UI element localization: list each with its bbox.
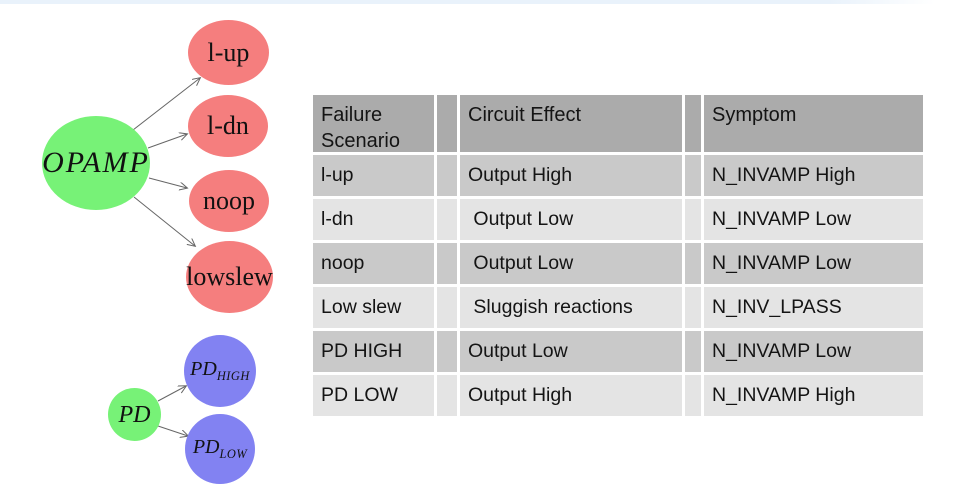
row-separator [685,155,701,196]
cell-scenario-pd-high: PD HIGH [313,331,434,372]
row-separator [685,375,701,416]
row-separator [437,331,457,372]
cell-effect-pd-high: Output Low [460,331,682,372]
pd-node: PD [108,388,161,441]
pd-low-node: PDLOW [185,414,255,484]
cell-effect-pd-low: Output High [460,375,682,416]
failure-node-noop: noop [189,170,269,232]
row-separator [685,287,701,328]
row-separator [437,155,457,196]
header-cell-circuit-effect: Circuit Effect [460,95,682,152]
header-separator-2 [685,95,701,152]
header-cell-failure-scenario: Failure Scenario [313,95,434,152]
row-separator [685,199,701,240]
failure-node-noop-label: noop [203,186,255,215]
cell-effect-noop: Output Low [460,243,682,284]
arrow-opamp-to-lowslew [133,196,195,246]
failure-node-lowslew-label: lowslew [186,262,273,291]
arrow-pd-to-pdhigh [157,386,186,402]
cell-effect-l-up: Output High [460,155,682,196]
cell-symptom-l-dn: N_INVAMP Low [704,199,923,240]
cell-effect-low-slew: Sluggish reactions [460,287,682,328]
cell-symptom-pd-high: N_INVAMP Low [704,331,923,372]
cell-symptom-noop: N_INVAMP Low [704,243,923,284]
cell-scenario-low-slew: Low slew [313,287,434,328]
row-separator [437,243,457,284]
header-cell-symptom: Symptom [704,95,923,152]
row-separator [437,287,457,328]
failure-symptom-table: Failure Scenario Circuit Effect Symptom … [313,95,923,416]
row-separator [437,375,457,416]
arrow-opamp-to-ldn [147,134,187,149]
cell-effect-l-dn: Output Low [460,199,682,240]
header-separator-1 [437,95,457,152]
row-separator [685,243,701,284]
row-separator [437,199,457,240]
cell-scenario-l-up: l-up [313,155,434,196]
pd-node-label: PD [118,401,151,428]
pd-high-node: PDHIGH [184,335,256,407]
cell-symptom-pd-low: N_INVAMP High [704,375,923,416]
window-top-edge [0,0,964,4]
arrow-pd-to-pdlow [157,425,188,436]
cell-symptom-low-slew: N_INV_LPASS [704,287,923,328]
failure-node-l-up-label: l-up [207,37,250,67]
opamp-node-label: OPAMP [42,146,150,179]
failure-node-l-up: l-up [188,20,269,85]
failure-node-l-dn-label: l-dn [207,111,249,140]
pd-low-node-label: PDLOW [192,436,248,462]
row-separator [685,331,701,372]
cell-scenario-l-dn: l-dn [313,199,434,240]
failure-node-l-dn: l-dn [188,95,268,157]
failure-node-lowslew: lowslew [186,241,273,313]
pd-high-node-label: PDHIGH [190,358,250,384]
cell-scenario-pd-low: PD LOW [313,375,434,416]
arrow-opamp-to-noop [148,177,187,188]
cell-symptom-l-up: N_INVAMP High [704,155,923,196]
cell-scenario-noop: noop [313,243,434,284]
opamp-node: OPAMP [42,116,150,210]
